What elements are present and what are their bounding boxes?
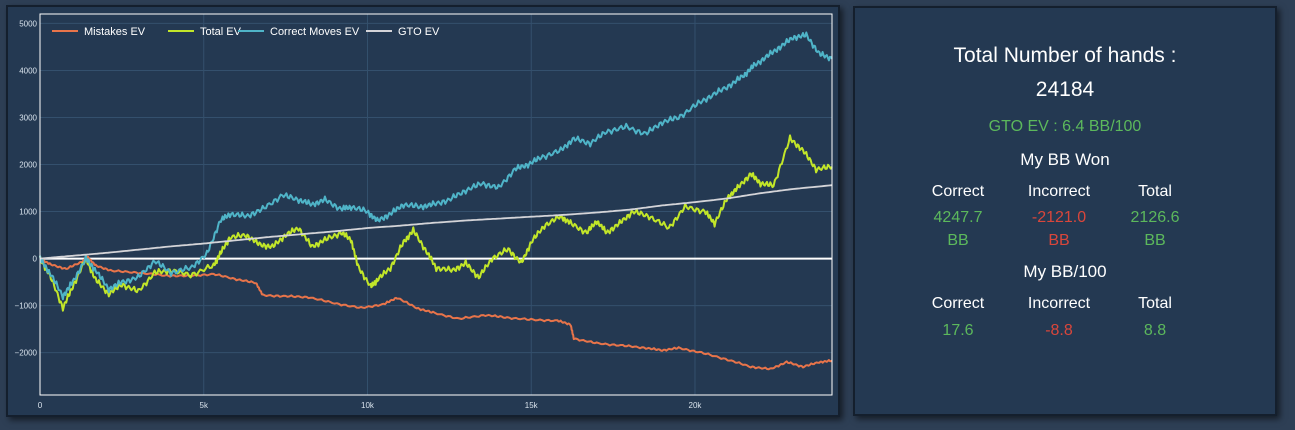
bb-won-total-header: Total (1138, 183, 1172, 200)
bb-100-incorrect-header: Incorrect (1027, 295, 1091, 312)
y-tick-label: 1000 (19, 208, 37, 217)
bb-100-title: My BB/100 (1023, 262, 1107, 281)
bb-won-correct-number: 4247.7 (933, 209, 983, 226)
x-tick-label: 20k (689, 401, 703, 410)
bb-won-title: My BB Won (1020, 150, 1110, 169)
series-line-gto-ev (39, 184, 833, 260)
legend-entry: Mistakes EV (84, 26, 146, 38)
x-tick-label: 15k (525, 401, 539, 410)
bb-won-total-unit: BB (1144, 232, 1166, 249)
bb-won-correct-value: 4247.7 BB (913, 206, 1003, 252)
chart-panel: −2000 −1000 0 1000 2000 3000 4000 5000 0 5k 10k 15k… (6, 5, 840, 417)
y-tick-label: 4000 (19, 66, 37, 75)
bb-100-correct-header: Correct (931, 295, 985, 312)
bb-100-total-header: Total (1138, 295, 1172, 312)
bb-won-correct-unit: BB (947, 232, 969, 249)
bb-won-correct-header: Correct (931, 183, 985, 200)
legend-entry: Total EV (200, 26, 242, 38)
bb-won-incorrect-header: Incorrect (1027, 183, 1091, 200)
series-line-mistakes-ev (39, 255, 833, 371)
hands-count: 24184 (1035, 78, 1095, 101)
gto-ev-label: GTO EV : 6.4 BB/100 (988, 118, 1142, 135)
x-tick-label: 0 (38, 401, 43, 410)
legend-entry: Correct Moves EV (270, 26, 360, 38)
stats-panel: Total Number of hands : 24184 GTO EV : 6… (853, 6, 1277, 416)
y-tick-label: −2000 (15, 349, 38, 358)
bb-won-incorrect-value: -2121.0 BB (1014, 206, 1104, 252)
y-tick-label: 2000 (19, 161, 37, 170)
bb-100-total-value: 8.8 (1143, 322, 1167, 339)
legend-entry: GTO EV (398, 26, 440, 38)
bb-won-incorrect-number: -2121.0 (1031, 209, 1087, 226)
x-tick-label: 5k (200, 401, 209, 410)
y-tick-label: 3000 (19, 113, 37, 122)
y-tick-label: −1000 (15, 302, 38, 311)
bb-won-incorrect-unit: BB (1048, 232, 1070, 249)
bb-100-incorrect-value: -8.8 (1045, 322, 1073, 339)
hands-title: Total Number of hands : (953, 44, 1177, 67)
y-tick-label: 0 (33, 255, 38, 264)
bb-won-total-value: 2126.6 BB (1110, 206, 1200, 252)
series-line-total-ev (39, 134, 833, 312)
y-tick-label: 5000 (19, 19, 37, 28)
ev-line-chart: −2000 −1000 0 1000 2000 3000 4000 5000 0 5k 10k 15k… (15, 13, 833, 410)
plot-frame (39, 13, 833, 396)
x-tick-label: 10k (361, 401, 375, 410)
bb-100-correct-value: 17.6 (942, 322, 974, 339)
bb-won-total-number: 2126.6 (1130, 209, 1180, 226)
series-line-correct-moves-ev (39, 31, 833, 301)
